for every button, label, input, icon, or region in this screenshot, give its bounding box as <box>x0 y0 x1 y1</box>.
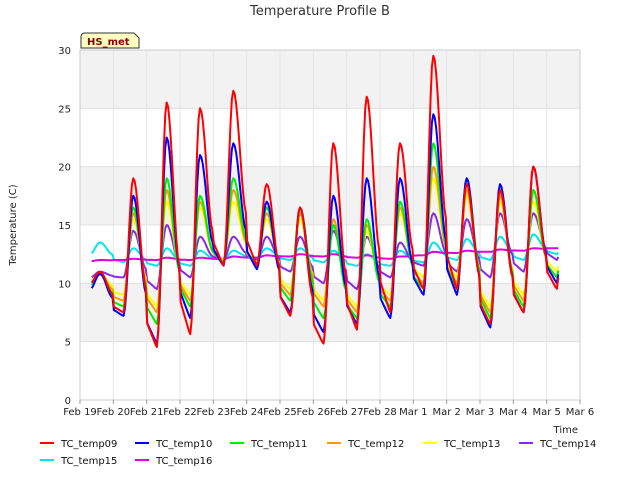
legend-label: TC_temp11 <box>250 439 307 450</box>
legend-label: TC_temp14 <box>539 439 596 450</box>
plot-frame <box>79 49 581 401</box>
legend-label: TC_temp15 <box>60 456 117 467</box>
legend: TC_temp09 TC_temp10 TC_temp11 TC_temp12 TC_t… <box>40 439 596 467</box>
x-tick-label: Feb 28 <box>363 407 397 418</box>
series-line-tc_temp09 <box>90 54 560 348</box>
x-tick-label: Mar 4 <box>499 407 527 418</box>
series-layer <box>90 54 560 348</box>
legend-label: TC_temp13 <box>443 439 500 450</box>
y-tick-label: 30 <box>58 46 71 57</box>
x-tick-label: Mar 1 <box>399 407 427 418</box>
plot-band <box>80 283 580 342</box>
x-tick-label: Feb 19 <box>63 407 97 418</box>
y-axis-label: Temperature (C) <box>8 184 19 266</box>
hs-met-badge: HS_met <box>80 32 140 49</box>
x-axis-label: Time <box>553 425 578 436</box>
x-tick-label: Mar 2 <box>432 407 460 418</box>
x-axis-ticks: Feb 19 Feb 20 Feb 21 Feb 22 Feb 23 Feb 24 Feb … <box>63 400 594 418</box>
y-tick-label: 15 <box>58 221 71 232</box>
y-tick-label: 10 <box>58 279 71 290</box>
legend-label: TC_temp16 <box>155 456 212 467</box>
legend-label: TC_temp09 <box>60 439 117 450</box>
y-tick-label: 5 <box>65 338 71 349</box>
y-tick-label: 20 <box>58 163 71 174</box>
x-tick-label: Mar 6 <box>566 407 594 418</box>
plot-band <box>80 50 580 109</box>
y-axis-ticks: 0 5 10 15 20 25 30 <box>58 46 71 407</box>
series-line-tc_temp14 <box>91 212 560 291</box>
series-line-tc_temp16 <box>91 247 559 263</box>
x-tick-label: Feb 21 <box>130 407 164 418</box>
y-tick-label: 0 <box>65 396 71 407</box>
chart-title: Temperature Profile B <box>249 4 390 19</box>
x-tick-label: Feb 25 <box>263 407 297 418</box>
badge-label: HS_met <box>87 37 130 48</box>
series-line-tc_temp15 <box>90 233 560 267</box>
legend-label: TC_temp10 <box>155 439 212 450</box>
plot-band <box>80 108 580 167</box>
plot-band <box>80 341 580 400</box>
x-tick-label: Mar 3 <box>466 407 494 418</box>
y-tick-label: 25 <box>58 104 71 115</box>
x-tick-label: Feb 26 <box>297 407 331 418</box>
x-tick-label: Feb 24 <box>230 407 264 418</box>
x-tick-label: Feb 20 <box>97 407 131 418</box>
x-tick-label: Feb 22 <box>163 407 197 418</box>
x-tick-label: Feb 27 <box>330 407 364 418</box>
legend-label: TC_temp12 <box>347 439 404 450</box>
x-tick-label: Feb 23 <box>197 407 231 418</box>
x-tick-label: Mar 5 <box>532 407 560 418</box>
